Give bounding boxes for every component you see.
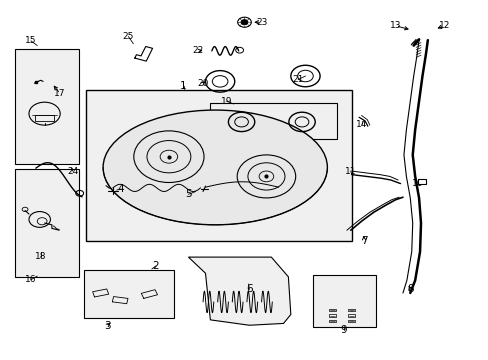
Bar [347,320,354,322]
Text: 4: 4 [118,184,124,194]
Polygon shape [188,257,290,325]
Bar [15,169,79,277]
Text: 2: 2 [152,261,159,271]
Text: 8: 8 [406,284,413,294]
Bar [417,179,426,184]
Text: 20: 20 [197,79,208,88]
Text: 13: 13 [389,21,401,30]
Bar [347,309,354,311]
Bar [86,90,351,241]
Ellipse shape [103,110,327,225]
Text: 19: 19 [220,96,232,105]
Circle shape [241,20,247,25]
Text: 24: 24 [67,167,79,176]
Bar [347,315,354,317]
Bar [35,116,54,121]
Bar [328,320,335,322]
Text: 15: 15 [25,36,37,45]
Text: 1: 1 [180,81,186,91]
Bar [210,103,336,139]
Text: 16: 16 [25,275,37,284]
Text: 7: 7 [360,236,366,246]
Text: 3: 3 [103,321,110,330]
Bar [328,309,335,311]
Text: 18: 18 [35,252,46,261]
Bar [83,270,173,318]
Text: 14: 14 [355,120,366,129]
Text: 10: 10 [411,179,423,188]
Text: 22: 22 [192,46,203,55]
Text: 12: 12 [438,21,449,30]
Text: 25: 25 [122,32,134,41]
Text: 5: 5 [185,189,191,199]
Text: 11: 11 [345,167,356,176]
Text: 9: 9 [340,325,346,335]
Text: 23: 23 [255,18,267,27]
Text: 17: 17 [54,89,66,98]
Bar [312,275,375,327]
Bar [15,49,79,164]
Text: 21: 21 [292,75,303,84]
Text: 6: 6 [245,284,252,294]
Bar [328,315,335,317]
